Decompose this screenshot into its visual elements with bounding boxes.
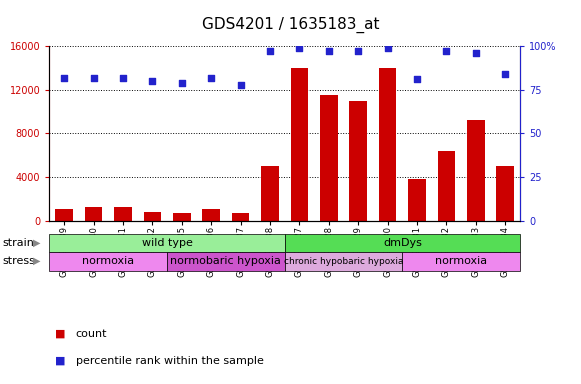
Bar — [144, 212, 161, 221]
Point — [383, 45, 392, 51]
Point — [119, 74, 128, 81]
Text: dmDys: dmDys — [383, 238, 422, 248]
Bar — [467, 120, 485, 221]
Text: stress: stress — [3, 256, 36, 266]
Bar — [167, 252, 285, 271]
Bar — [114, 207, 132, 221]
Point — [266, 48, 275, 55]
Point — [89, 74, 98, 81]
Bar — [49, 252, 167, 271]
Text: chronic hypobaric hypoxia: chronic hypobaric hypoxia — [284, 257, 403, 266]
Text: wild type: wild type — [142, 238, 192, 248]
Point — [206, 74, 216, 81]
Bar — [285, 234, 520, 252]
Text: ■: ■ — [55, 329, 66, 339]
Point — [59, 74, 69, 81]
Text: ▶: ▶ — [33, 238, 40, 248]
Text: count: count — [76, 329, 107, 339]
Point — [295, 45, 304, 51]
Bar — [85, 207, 102, 221]
Point — [148, 78, 157, 84]
Bar — [349, 101, 367, 221]
Point — [501, 71, 510, 77]
Text: normobaric hypoxia: normobaric hypoxia — [170, 256, 281, 266]
Text: GDS4201 / 1635183_at: GDS4201 / 1635183_at — [202, 17, 379, 33]
Bar — [55, 209, 73, 221]
Bar — [232, 213, 249, 221]
Point — [236, 81, 245, 88]
Bar — [290, 68, 309, 221]
Bar — [285, 252, 402, 271]
Bar — [320, 95, 338, 221]
Bar — [173, 213, 191, 221]
Bar — [408, 179, 426, 221]
Bar — [496, 166, 514, 221]
Text: normoxia: normoxia — [82, 256, 134, 266]
Point — [324, 48, 333, 55]
Text: percentile rank within the sample: percentile rank within the sample — [76, 356, 263, 366]
Point — [413, 76, 422, 82]
Text: strain: strain — [3, 238, 35, 248]
Bar — [379, 68, 396, 221]
Point — [442, 48, 451, 55]
Point — [354, 48, 363, 55]
Bar — [49, 234, 285, 252]
Bar — [261, 166, 279, 221]
Text: ▶: ▶ — [33, 256, 40, 266]
Text: normoxia: normoxia — [435, 256, 487, 266]
Text: ■: ■ — [55, 356, 66, 366]
Point — [177, 80, 187, 86]
Bar — [402, 252, 520, 271]
Point — [471, 50, 480, 56]
Bar — [437, 151, 456, 221]
Bar — [202, 209, 220, 221]
